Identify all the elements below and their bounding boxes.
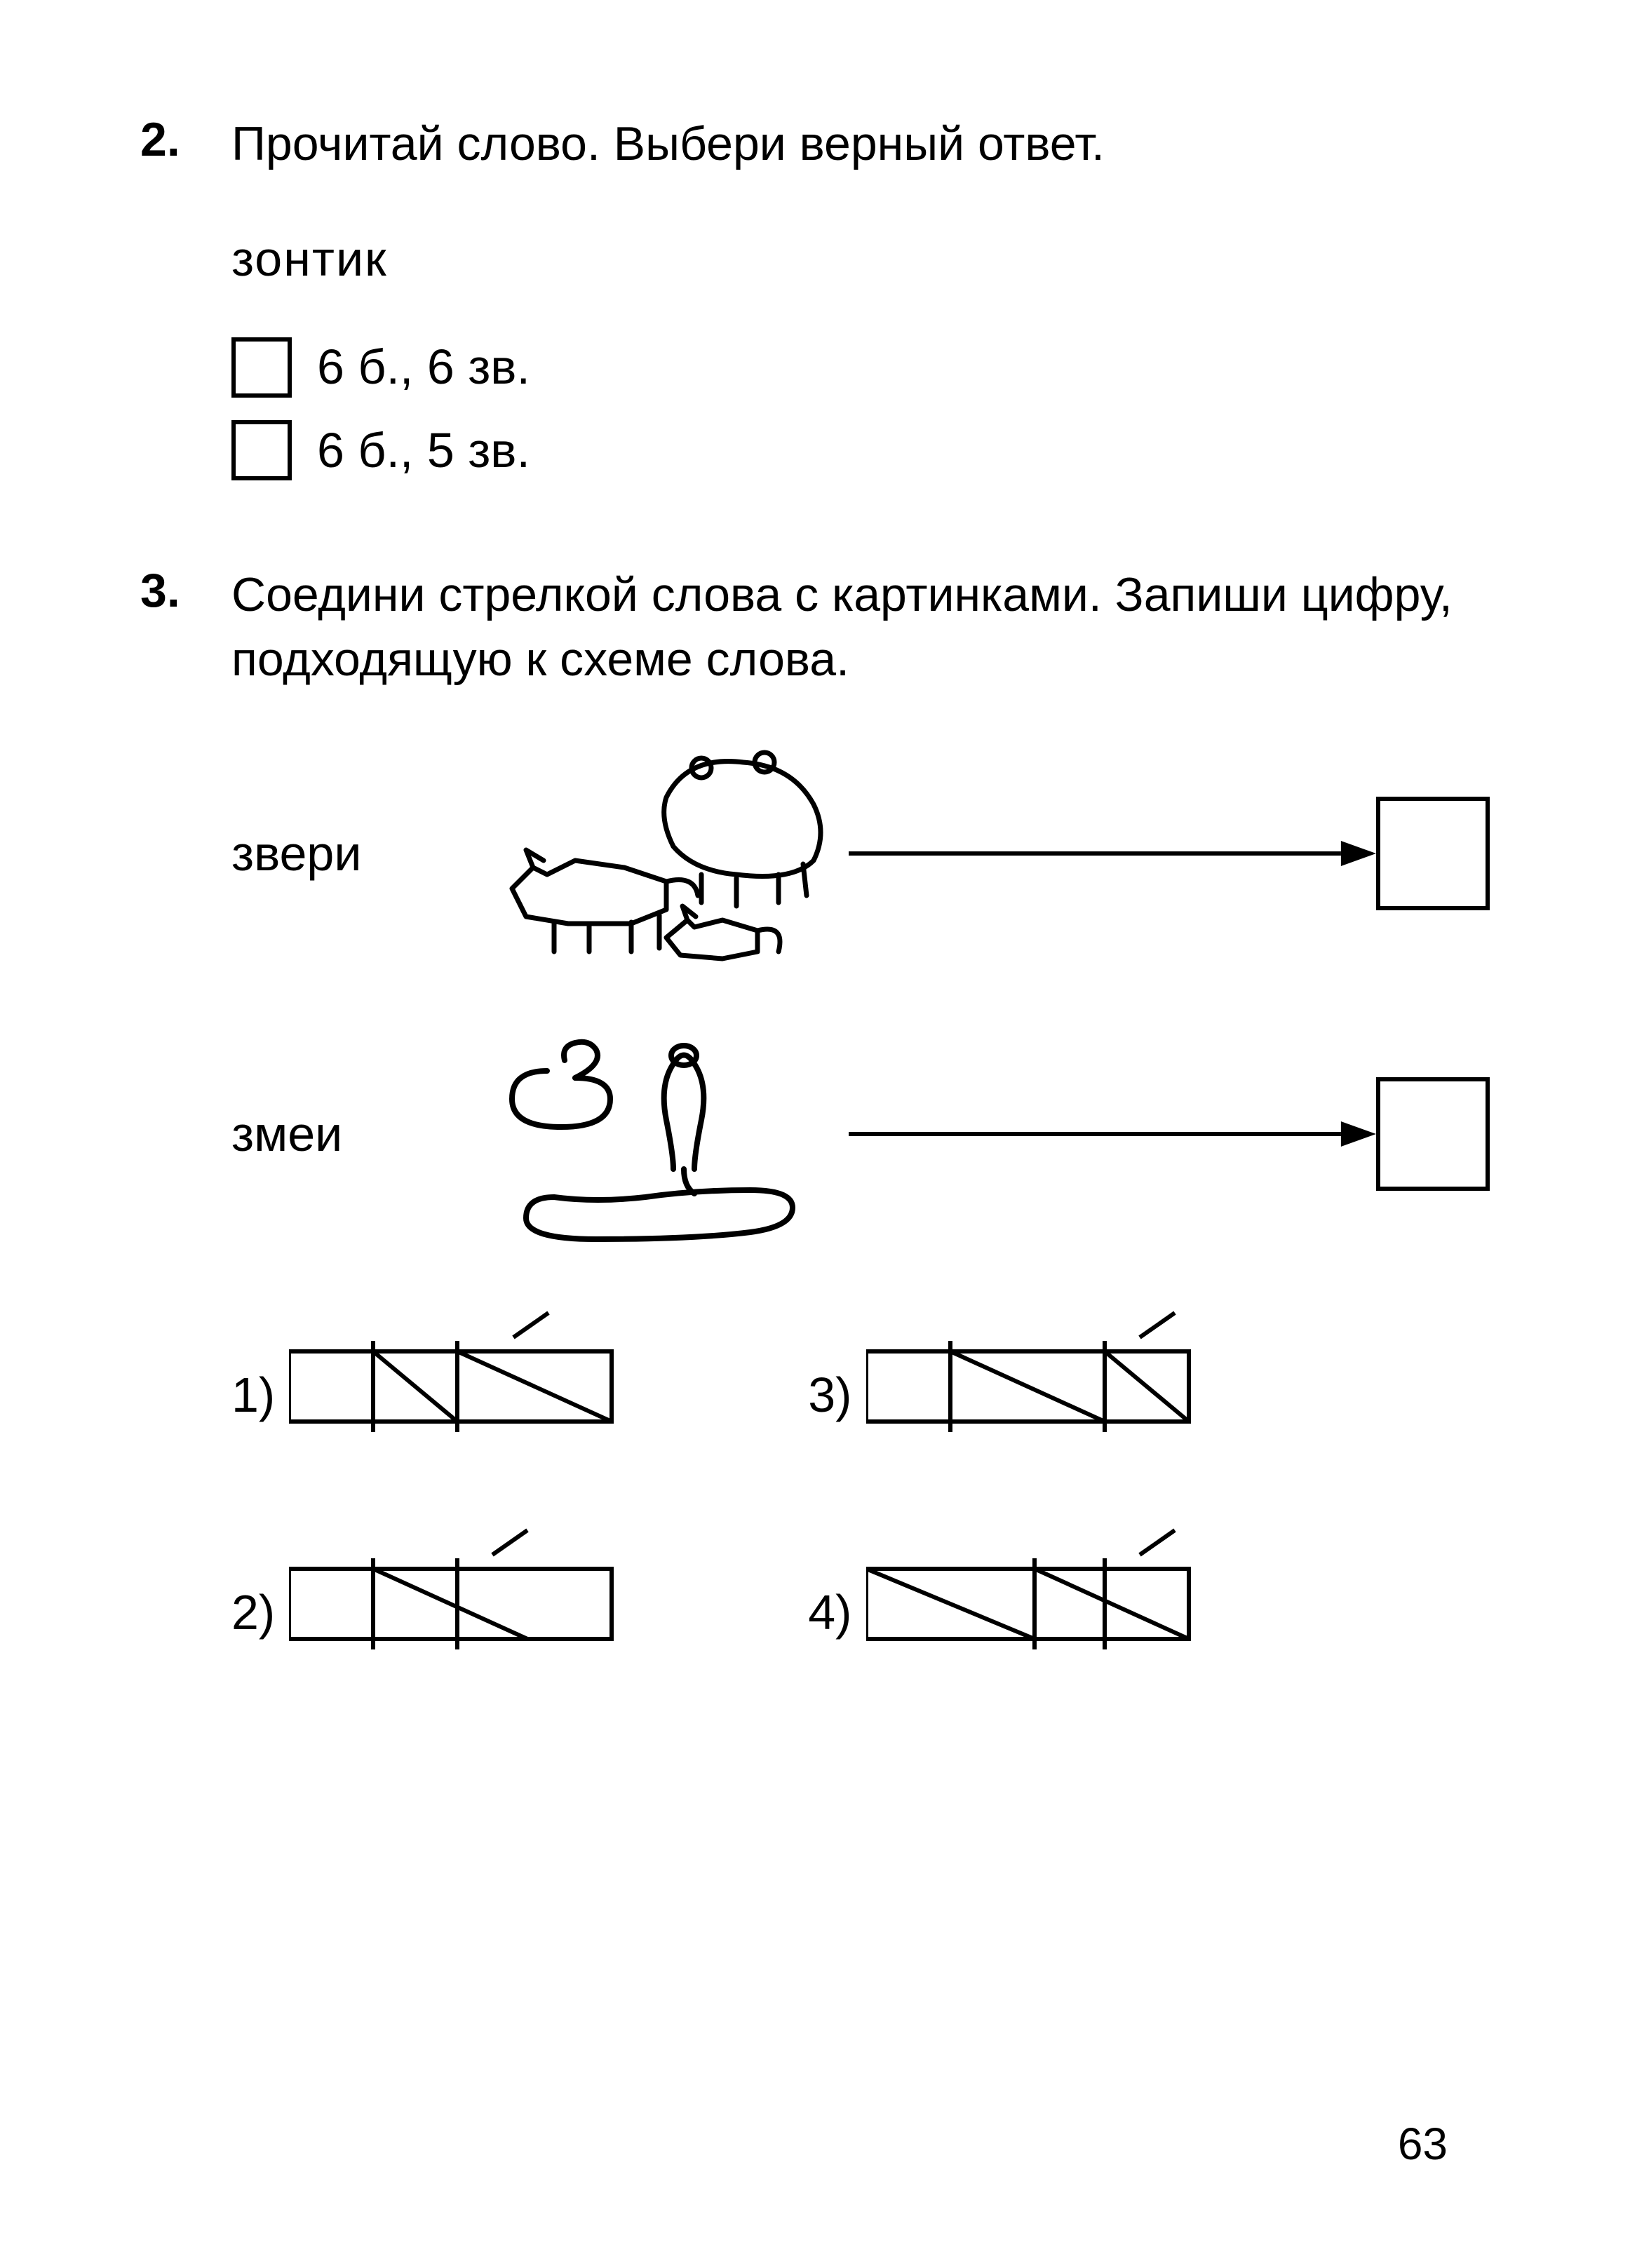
task-3: 3. Соедини стрелкой слова с картинками. … bbox=[140, 563, 1490, 1660]
option-row: 6 б., 5 зв. bbox=[231, 417, 1490, 484]
scheme-diagram bbox=[866, 1309, 1203, 1443]
task-body: Прочитай слово. Выбери верный ответ. зон… bbox=[231, 112, 1490, 500]
animals-icon bbox=[484, 741, 849, 966]
scheme-4: 4) bbox=[808, 1520, 1202, 1660]
answer-box[interactable] bbox=[1376, 797, 1490, 910]
worksheet-page: 2. Прочитай слово. Выбери верный ответ. … bbox=[0, 0, 1630, 2268]
schemes: 1) 3) 2) 4) bbox=[231, 1302, 1490, 1660]
option-row: 6 б., 6 зв. bbox=[231, 334, 1490, 400]
arrow bbox=[849, 1113, 1376, 1155]
answer-box[interactable] bbox=[1376, 1077, 1490, 1191]
task-word: зонтик bbox=[231, 226, 1490, 292]
scheme-label: 2) bbox=[231, 1579, 275, 1646]
scheme-label: 1) bbox=[231, 1362, 275, 1429]
option-text: 6 б., 6 зв. bbox=[317, 334, 530, 400]
scheme-diagram bbox=[866, 1527, 1203, 1660]
scheme-label: 3) bbox=[808, 1362, 851, 1429]
task-prompt: Соедини стрелкой слова с картинками. Зап… bbox=[231, 563, 1490, 692]
match-row: звери bbox=[231, 741, 1490, 966]
match-row: змеи bbox=[231, 1022, 1490, 1246]
task-number: 2. bbox=[140, 112, 231, 167]
arrow bbox=[849, 832, 1376, 875]
scheme-2: 2) bbox=[231, 1520, 626, 1660]
page-number: 63 bbox=[1398, 2118, 1448, 2170]
scheme-1: 1) bbox=[231, 1302, 626, 1443]
checkbox[interactable] bbox=[231, 420, 292, 480]
match-word: змеи bbox=[231, 1101, 484, 1168]
task-prompt: Прочитай слово. Выбери верный ответ. bbox=[231, 112, 1490, 177]
task-2: 2. Прочитай слово. Выбери верный ответ. … bbox=[140, 112, 1490, 500]
scheme-diagram bbox=[289, 1527, 626, 1660]
checkbox[interactable] bbox=[231, 337, 292, 398]
option-text: 6 б., 5 зв. bbox=[317, 417, 530, 484]
scheme-label: 4) bbox=[808, 1579, 851, 1646]
task-number: 3. bbox=[140, 563, 231, 618]
task-body: Соедини стрелкой слова с картинками. Зап… bbox=[231, 563, 1490, 1660]
match-word: звери bbox=[231, 821, 484, 887]
snakes-icon bbox=[484, 1022, 849, 1246]
scheme-3: 3) bbox=[808, 1302, 1202, 1443]
scheme-diagram bbox=[289, 1309, 626, 1443]
